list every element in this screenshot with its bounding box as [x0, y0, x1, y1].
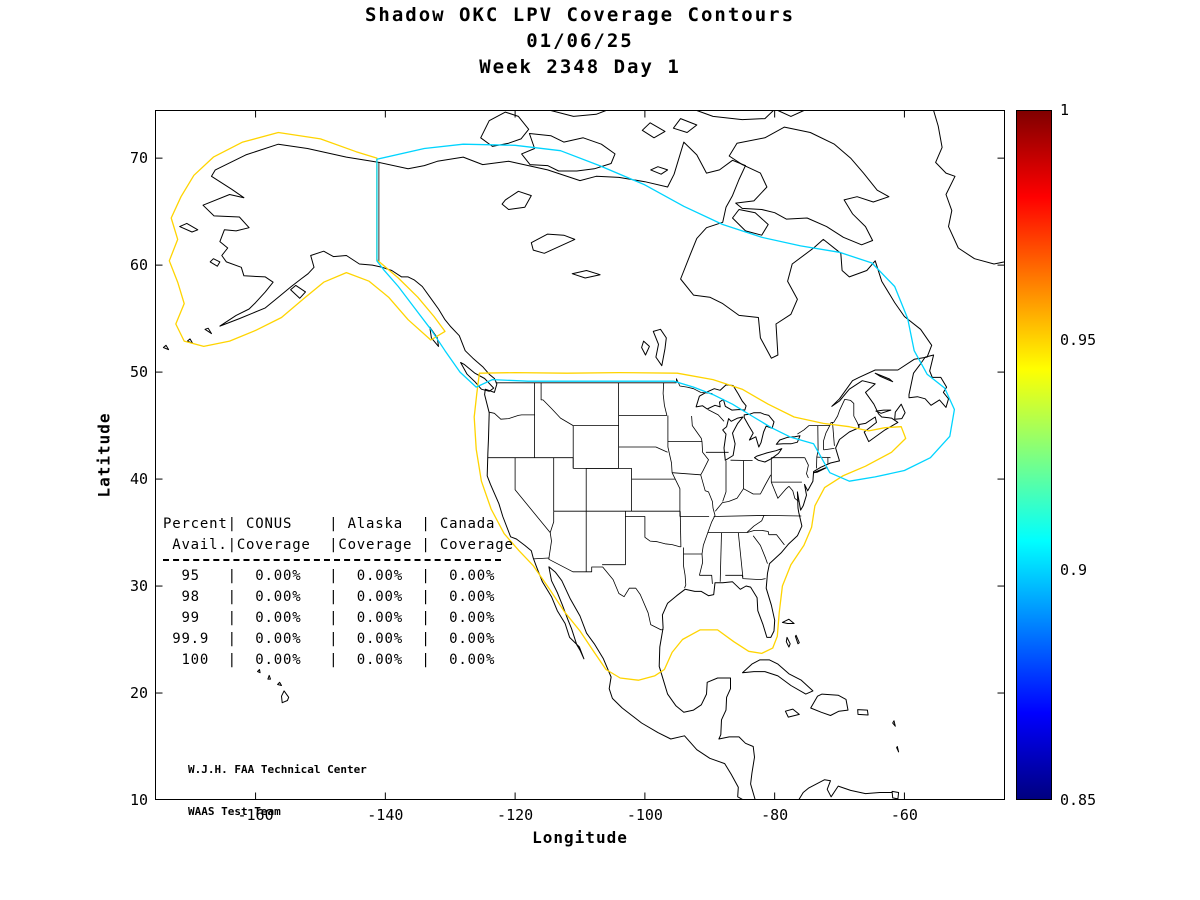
- y-tick-label: 30: [129, 577, 148, 596]
- coverage-table-row: 99 | 0.00% | 0.00% | 0.00%: [163, 610, 496, 626]
- islands: [162, 110, 1005, 800]
- x-tick-label: -100: [626, 806, 663, 824]
- y-tick-label: 20: [129, 684, 148, 703]
- y-tick-label: 60: [129, 256, 148, 275]
- credit-line-1: W.J.H. FAA Technical Center: [188, 763, 367, 776]
- contour-0.95: [168, 131, 907, 681]
- coverage-table-header: Avail.|Coverage |Coverage | Coverage: [163, 537, 514, 553]
- colorbar-tick-label: 0.95: [1060, 331, 1097, 349]
- colorbar-tick-label: 1: [1060, 101, 1070, 119]
- y-tick-label: 70: [129, 149, 148, 168]
- title-line-1: Shadow OKC LPV Coverage Contours: [364, 4, 796, 26]
- plot-border: [155, 110, 1005, 800]
- colorbar: [1016, 110, 1052, 800]
- map-svg: [155, 110, 1005, 800]
- credit: W.J.H. FAA Technical Center WAAS Test Te…: [188, 735, 367, 847]
- x-tick-label: -80: [761, 806, 789, 824]
- y-tick-label: 50: [129, 363, 148, 382]
- table-divider: [163, 559, 501, 561]
- x-axis-label: Longitude: [532, 828, 628, 847]
- coastline-mainland: [202, 141, 933, 800]
- contour-0.90: [376, 143, 956, 482]
- x-tick-label: -60: [890, 806, 918, 824]
- y-tick-label: 10: [129, 791, 148, 809]
- plot-area: Percent| CONUS | Alaska | Canada Avail.|…: [155, 110, 1005, 818]
- x-tick-label: -140: [367, 806, 404, 824]
- coverage-table-header: Percent| CONUS | Alaska | Canada: [163, 516, 496, 532]
- x-tick-label: -160: [237, 806, 274, 824]
- colorbar-tick-label: 0.85: [1060, 791, 1097, 809]
- x-tick-label: -120: [497, 806, 534, 824]
- coverage-table-row: 98 | 0.00% | 0.00% | 0.00%: [163, 589, 496, 605]
- y-tick-label: 40: [129, 470, 148, 489]
- coverage-table-row: 95 | 0.00% | 0.00% | 0.00%: [163, 568, 496, 584]
- title-line-3: Week 2348 Day 1: [479, 56, 681, 78]
- coverage-table-row: 99.9 | 0.00% | 0.00% | 0.00%: [163, 631, 496, 647]
- colorbar-tick-label: 0.9: [1060, 561, 1088, 579]
- lakes: [501, 190, 801, 463]
- credit-line-2: WAAS Test Team: [188, 805, 281, 818]
- borders: [378, 162, 860, 631]
- coverage-table: Percent| CONUS | Alaska | Canada Avail.|…: [163, 514, 514, 671]
- title-line-2: 01/06/25: [526, 30, 634, 52]
- figure-title: Shadow OKC LPV Coverage Contours 01/06/2…: [155, 2, 1005, 80]
- coverage-table-row: 100 | 0.00% | 0.00% | 0.00%: [163, 652, 496, 668]
